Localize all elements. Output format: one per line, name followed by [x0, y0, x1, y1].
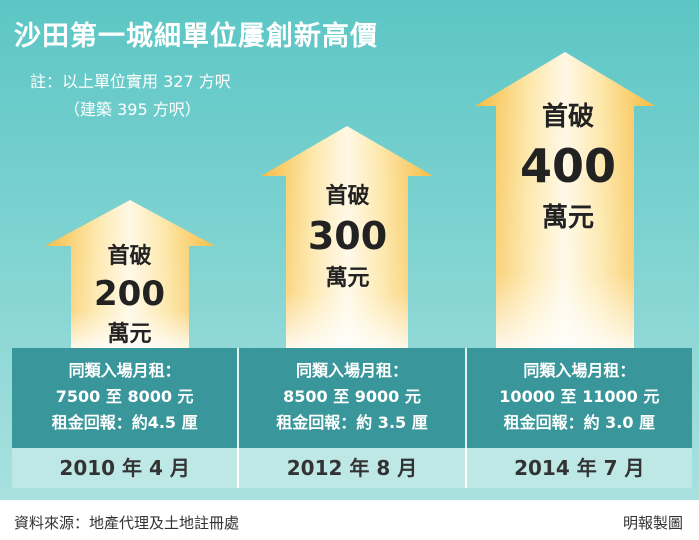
note-line-2: （建築 395 方呎） — [64, 100, 201, 119]
arrow-label-1: 首破 200 萬元 — [67, 238, 192, 348]
chart-title: 沙田第一城細單位屢創新高價 — [14, 21, 378, 52]
arrow-label-2: 首破 300 萬元 — [285, 178, 410, 292]
rent-info-2-line3: 租金回報：約 3.5 厘 — [276, 413, 428, 432]
rent-info-2-line1: 同類入場月租： — [295, 361, 408, 380]
arrow-3-value: 400 — [519, 139, 617, 193]
rent-info-cell-1: 同類入場月租： 7500 至 8000 元 租金回報：約4.5 厘 — [12, 348, 240, 448]
date-label-1: 2010 年 4 月 — [12, 448, 240, 488]
arrow-2-prefix: 首破 — [325, 184, 370, 209]
rent-info-1-line1: 同類入場月租： — [68, 361, 181, 380]
arrow-1-unit: 萬元 — [107, 322, 152, 347]
rent-info-3-line2: 10000 至 11000 元 — [499, 387, 660, 406]
date-row: 2010 年 4 月 2012 年 8 月 2014 年 7 月 — [12, 448, 692, 488]
rent-info-2-line2: 8500 至 9000 元 — [283, 387, 421, 406]
arrows-chart — [45, 52, 655, 348]
arrow-label-3: 首破 400 萬元 — [498, 96, 638, 234]
rent-info-3-line1: 同類入場月租： — [523, 361, 636, 380]
source-note: 資料來源：地產代理及土地註冊處 — [14, 514, 240, 532]
rent-info-row: 同類入場月租： 7500 至 8000 元 租金回報：約4.5 厘 同類入場月租… — [12, 348, 692, 448]
credit-note: 明報製圖 — [622, 514, 683, 532]
arrow-fade-1 — [45, 200, 215, 348]
rent-info-1-line2: 7500 至 8000 元 — [55, 387, 194, 406]
arrow-1-prefix: 首破 — [107, 244, 152, 269]
arrow-2-value: 300 — [307, 214, 388, 258]
date-label-3: 2014 年 7 月 — [514, 456, 645, 480]
note-line-1: 註：以上單位實用 327 方呎 — [30, 72, 231, 91]
rent-info-cell-3: 同類入場月租： 10000 至 11000 元 租金回報：約 3.0 厘 — [467, 348, 692, 448]
chart-panel: 沙田第一城細單位屢創新高價 註：以上單位實用 327 方呎 （建築 395 方呎… — [0, 0, 699, 500]
arrow-3-prefix: 首破 — [541, 102, 594, 132]
arrow-3-unit: 萬元 — [541, 203, 594, 233]
arrow-fade-3 — [475, 52, 655, 348]
rent-info-3-line3: 租金回報：約 3.0 厘 — [503, 413, 656, 432]
arrow-1-value: 200 — [94, 274, 165, 314]
rent-info-cell-2: 同類入場月租： 8500 至 9000 元 租金回報：約 3.5 厘 — [239, 348, 467, 448]
arrow-2-unit: 萬元 — [325, 266, 370, 291]
date-label-2: 2012 年 8 月 — [239, 448, 467, 488]
rent-info-1-line3: 租金回報：約4.5 厘 — [51, 413, 198, 432]
arrow-fade-2 — [261, 126, 433, 348]
